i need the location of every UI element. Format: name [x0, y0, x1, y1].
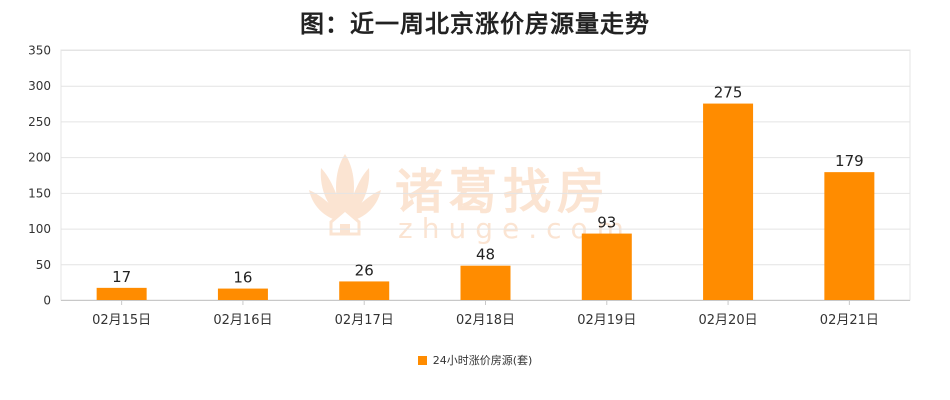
x-tick-label: 02月15日: [92, 313, 151, 328]
bar: [460, 265, 511, 300]
x-tick-label: 02月19日: [577, 313, 636, 328]
x-tick-label: 02月20日: [699, 313, 758, 328]
labels: 0 50 100 150 200 250 300 350 17 02月15日 16 02月16日 26 0…: [28, 44, 879, 329]
y-tick-label: 0: [43, 294, 51, 308]
data-label: 17: [112, 268, 131, 286]
y-tick-label: 200: [28, 151, 51, 165]
bar: [824, 172, 875, 300]
x-tick-label: 02月18日: [456, 313, 515, 328]
x-tick-label: 02月21日: [820, 313, 879, 328]
x-tick-label: 02月17日: [335, 313, 394, 328]
legend: 24小时涨价房源(套): [0, 352, 950, 368]
data-label: 179: [835, 152, 864, 170]
y-tick-label: 250: [28, 115, 51, 129]
x-tick-label: 02月16日: [213, 313, 272, 328]
y-tick-label: 150: [28, 186, 51, 200]
bar: [703, 103, 754, 300]
bar: [96, 287, 147, 300]
y-tick-label: 300: [28, 79, 51, 93]
data-label: 16: [233, 269, 252, 287]
y-tick-label: 100: [28, 222, 51, 236]
bar: [217, 288, 268, 300]
bars: [96, 103, 875, 300]
y-tick-label: 350: [28, 44, 51, 58]
data-label: 26: [355, 261, 374, 279]
data-label: 275: [714, 84, 743, 102]
bar: [339, 281, 390, 300]
legend-swatch: [417, 355, 427, 365]
data-label: 48: [476, 246, 495, 264]
chart-title: 图：近一周北京涨价房源量走势: [300, 10, 650, 38]
y-tick-label: 50: [36, 258, 51, 272]
legend-label: 24小时涨价房源(套): [432, 354, 533, 367]
bar: [581, 233, 632, 300]
data-label: 93: [597, 214, 616, 232]
